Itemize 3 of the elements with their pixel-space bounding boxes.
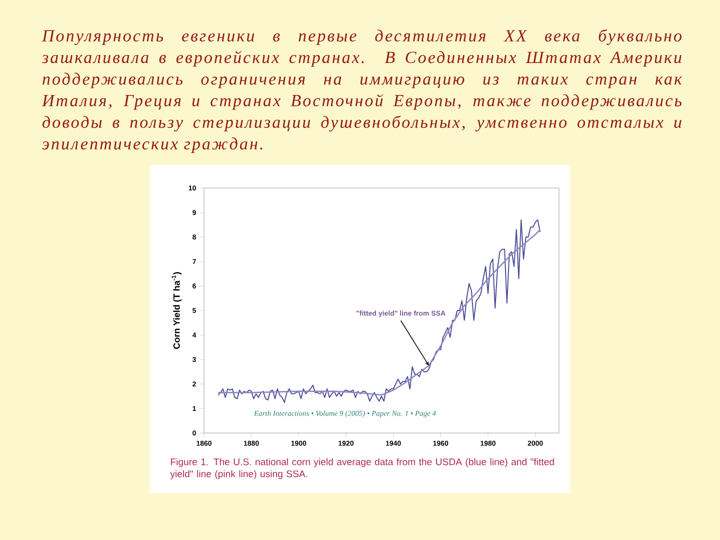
y-axis-title: Corn Yield (T ha$^{-1}$) [172,272,182,349]
chart-title: Популярность евгеники в первые десятилетия XX века буквально зашкаливала в европейских странах. В Соединенных Штатах Америки поддерживались ограничения на иммиграцию из таких стран как Италия, Греция и странах Восточной Европы, также поддерживались доводы в пользу стерилизации душевнобольных, умственно отсталых и эпилептических граждан. [42,29,682,153]
caption: Figure 1. The U.S. national corn yield average data from the USDA (blue line) and "fitted yield" line (pink line) using SSA. [170,458,554,480]
